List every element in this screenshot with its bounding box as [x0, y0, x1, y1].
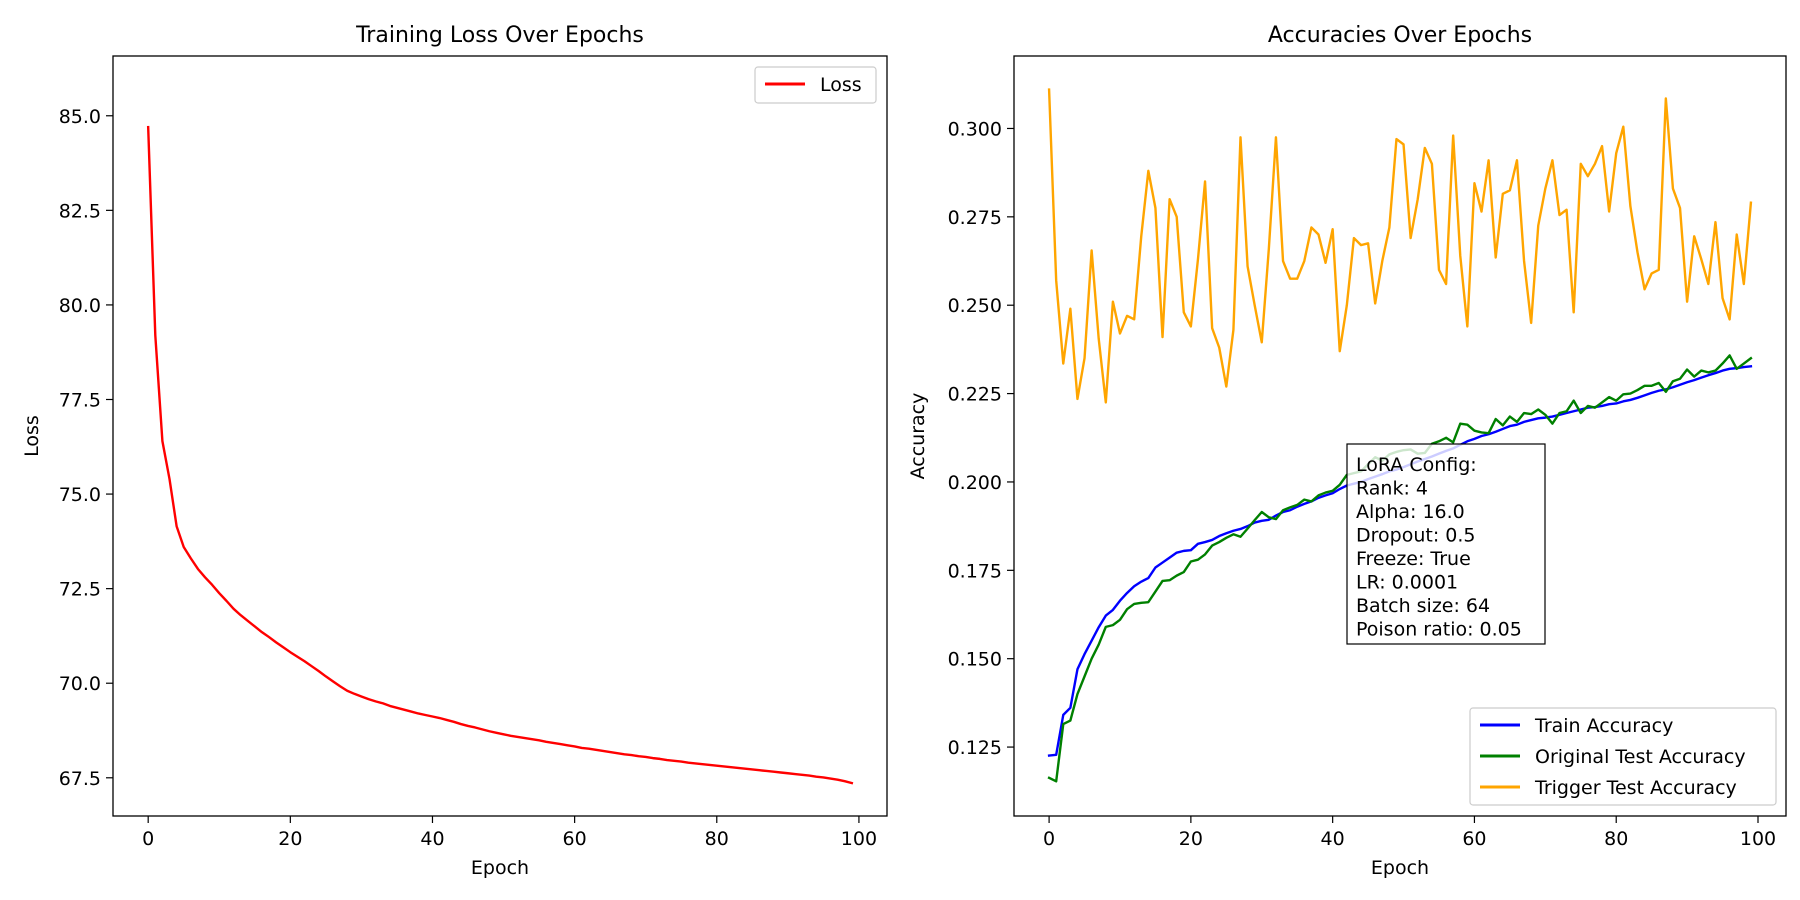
loss-chart-legend-box: [754, 66, 877, 104]
x-tick-label: 100: [841, 828, 877, 850]
lora-config-line: Dropout: 0.5: [1356, 525, 1475, 547]
lora-config-box: [1346, 443, 1546, 645]
lora-config-line: Poison ratio: 0.05: [1356, 619, 1522, 641]
lora-config-line: LoRA Config:: [1356, 454, 1477, 476]
y-tick-label: 72.5: [59, 579, 101, 601]
accuracy-chart-legend: Train Accuracy Original Test Accuracy Tr…: [1469, 707, 1777, 806]
x-tick-label: 0: [1043, 828, 1055, 850]
legend-label-original-test-accuracy: Original Test Accuracy: [1535, 746, 1746, 768]
accuracy-chart-panel: Accuracies Over Epochs Epoch Accuracy 0 2…: [907, 23, 1787, 879]
y-tick-label: 67.5: [59, 768, 101, 790]
series-line-trigger-test-accuracy: [1047, 88, 1753, 404]
legend-label-train-accuracy: Train Accuracy: [1534, 715, 1673, 737]
x-tick-label: 80: [705, 828, 729, 850]
legend-label-trigger-test-accuracy: Trigger Test Accuracy: [1534, 777, 1737, 799]
y-tick-label: 0.200: [948, 472, 1002, 494]
lora-config-line: LR: 0.0001: [1356, 572, 1458, 594]
y-tick-label: 0.275: [948, 207, 1002, 229]
y-tick-label: 77.5: [59, 389, 101, 411]
y-tick-label: 0.125: [948, 737, 1002, 759]
loss-chart-axes-frame: [112, 55, 888, 817]
x-tick-label: 60: [1462, 828, 1486, 850]
x-tick-label: 40: [420, 828, 444, 850]
y-tick-label: 0.225: [948, 384, 1002, 406]
accuracy-chart-legend-box: [1469, 707, 1777, 806]
y-tick-label: 85.0: [59, 106, 101, 128]
series-line-loss: [146, 125, 854, 785]
x-tick-label: 20: [278, 828, 302, 850]
y-tick-label: 0.250: [948, 295, 1002, 317]
loss-chart-lines: [146, 125, 854, 785]
accuracy-chart-x-axis-label: Epoch: [1371, 857, 1429, 879]
y-tick-label: 82.5: [59, 200, 101, 222]
x-tick-label: 40: [1321, 828, 1345, 850]
y-tick-label: 70.0: [59, 673, 101, 695]
y-tick-label: 0.150: [948, 649, 1002, 671]
lora-config-line: Alpha: 16.0: [1356, 501, 1465, 523]
x-tick-label: 0: [142, 828, 154, 850]
x-tick-label: 20: [1179, 828, 1203, 850]
loss-chart-y-axis-label: Loss: [21, 415, 43, 457]
lora-config-line: Freeze: True: [1356, 548, 1471, 570]
x-tick-label: 100: [1740, 828, 1776, 850]
accuracy-chart-x-ticks: 0 20 40 60 80 100: [1043, 816, 1776, 850]
legend-label-loss: Loss: [820, 74, 862, 96]
loss-chart-legend: Loss: [754, 66, 877, 104]
y-tick-label: 0.300: [948, 118, 1002, 140]
loss-chart-panel: Training Loss Over Epochs Epoch Loss 0 20…: [21, 23, 888, 879]
accuracy-chart-y-ticks: 0.125 0.150 0.175 0.200 0.225 0.250 0.275 0.300: [948, 118, 1014, 759]
lora-config-annotation: LoRA Config: Rank: 4 Alpha: 16.0 Dropout…: [1346, 443, 1546, 645]
loss-chart-x-ticks: 0 20 40 60 80 100: [142, 816, 877, 850]
loss-chart-y-ticks: 67.5 70.0 72.5 75.0 77.5 80.0 82.5 85.0: [59, 106, 113, 790]
loss-chart-title: Training Loss Over Epochs: [355, 23, 644, 48]
y-tick-label: 80.0: [59, 295, 101, 317]
lora-config-line: Rank: 4: [1356, 478, 1428, 500]
y-tick-label: 75.0: [59, 484, 101, 506]
x-tick-label: 80: [1604, 828, 1628, 850]
lora-config-line: Batch size: 64: [1356, 595, 1490, 617]
accuracy-chart-axes-frame: [1013, 55, 1787, 817]
accuracy-chart-y-axis-label: Accuracy: [907, 393, 929, 480]
loss-chart-x-axis-label: Epoch: [471, 857, 529, 879]
x-tick-label: 60: [563, 828, 587, 850]
accuracy-chart-title: Accuracies Over Epochs: [1268, 23, 1532, 48]
y-tick-label: 0.175: [948, 560, 1002, 582]
